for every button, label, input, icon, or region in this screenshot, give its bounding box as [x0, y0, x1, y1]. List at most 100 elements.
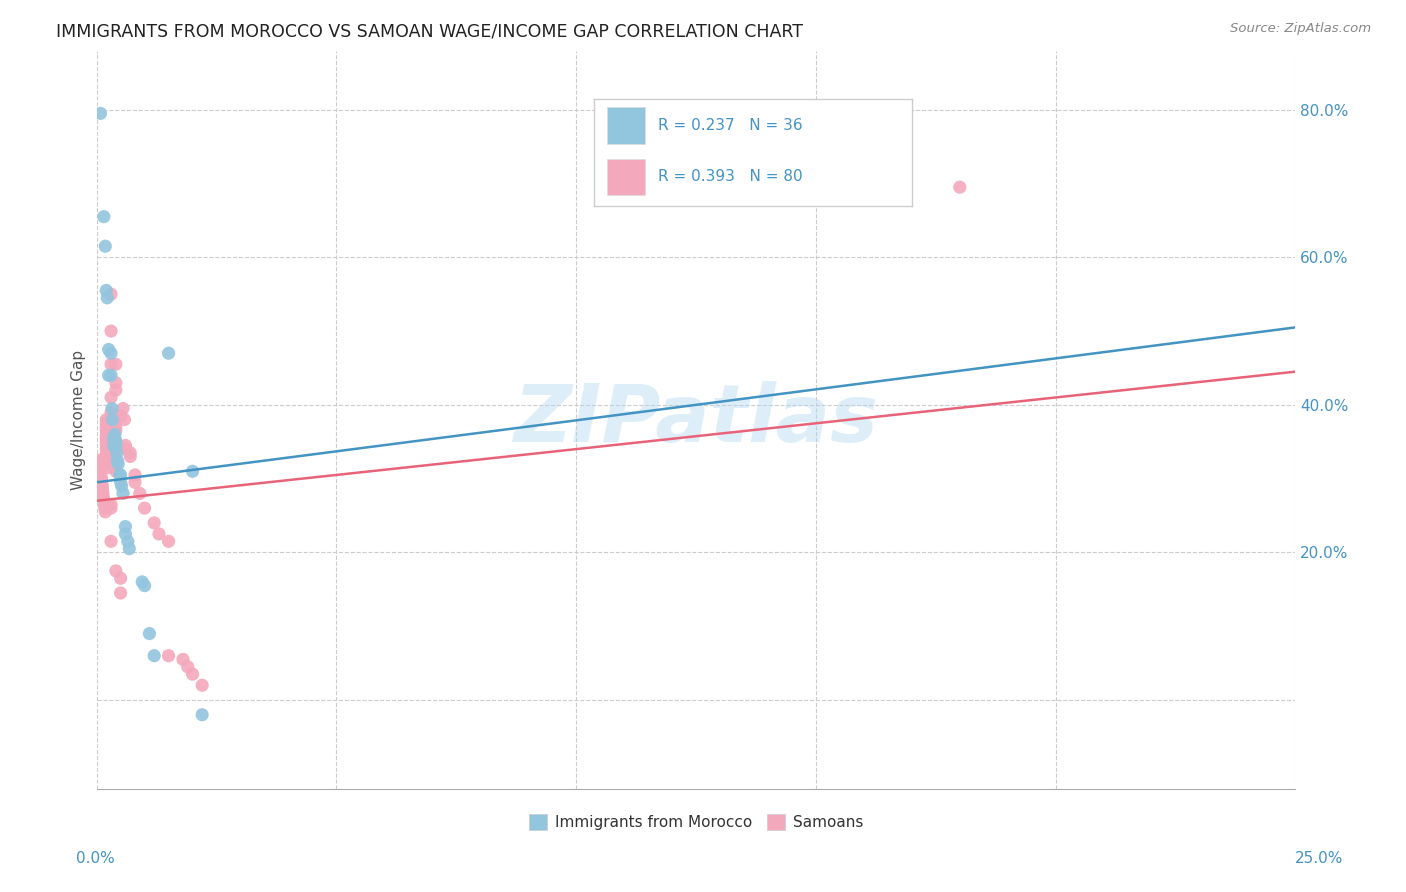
Point	[100, 446, 122, 460]
Point	[91, 483, 114, 497]
Point	[104, 438, 127, 452]
Y-axis label: Wage/Income Gap: Wage/Income Gap	[72, 350, 86, 490]
Point	[124, 467, 146, 482]
Point	[90, 475, 112, 490]
Point	[112, 401, 135, 416]
Point	[110, 475, 132, 490]
Point	[100, 431, 122, 445]
Point	[96, 427, 118, 442]
Point	[96, 420, 118, 434]
Point	[107, 457, 129, 471]
Point	[97, 460, 120, 475]
Point	[89, 460, 111, 475]
Point	[94, 505, 117, 519]
Point	[100, 391, 122, 405]
Point	[114, 527, 136, 541]
Point	[90, 472, 112, 486]
Point	[110, 586, 132, 600]
Point	[110, 571, 132, 585]
Point	[104, 438, 127, 452]
Point	[114, 442, 136, 456]
Point	[117, 534, 139, 549]
Text: IMMIGRANTS FROM MOROCCO VS SAMOAN WAGE/INCOME GAP CORRELATION CHART: IMMIGRANTS FROM MOROCCO VS SAMOAN WAGE/I…	[56, 22, 803, 40]
Point	[104, 464, 127, 478]
Point	[120, 450, 142, 464]
Point	[177, 660, 200, 674]
Point	[110, 467, 132, 482]
Point	[949, 180, 972, 194]
Point	[96, 412, 118, 426]
Point	[96, 450, 118, 464]
Point	[96, 424, 118, 438]
Point	[100, 434, 122, 449]
Point	[181, 667, 204, 681]
Point	[108, 467, 131, 482]
Point	[100, 498, 122, 512]
Point	[90, 467, 112, 482]
Point	[110, 409, 132, 423]
Point	[104, 434, 127, 449]
Point	[143, 516, 166, 530]
Point	[97, 457, 120, 471]
Point	[172, 652, 194, 666]
Point	[89, 457, 111, 471]
Point	[96, 431, 118, 445]
Point	[104, 376, 127, 390]
Point	[104, 357, 127, 371]
Point	[157, 648, 180, 663]
Point	[100, 357, 122, 371]
Point	[93, 210, 115, 224]
Legend: Immigrants from Morocco, Samoans: Immigrants from Morocco, Samoans	[523, 808, 869, 836]
Point	[100, 346, 122, 360]
Point	[96, 453, 118, 467]
Point	[101, 401, 124, 416]
Point	[100, 534, 122, 549]
Point	[94, 239, 117, 253]
Point	[181, 464, 204, 478]
Point	[89, 464, 111, 478]
Point	[100, 450, 122, 464]
Point	[134, 501, 156, 516]
Point	[100, 368, 122, 383]
Point	[104, 383, 127, 397]
Point	[104, 424, 127, 438]
Point	[96, 417, 118, 431]
Point	[124, 475, 146, 490]
Point	[110, 479, 132, 493]
Point	[100, 405, 122, 419]
Point	[100, 427, 122, 442]
Point	[114, 412, 136, 426]
Text: Source: ZipAtlas.com: Source: ZipAtlas.com	[1230, 22, 1371, 36]
Point	[91, 479, 114, 493]
Point	[97, 368, 120, 383]
Point	[101, 412, 124, 426]
Point	[100, 287, 122, 301]
Text: 25.0%: 25.0%	[1295, 852, 1343, 866]
Point	[148, 527, 170, 541]
Point	[96, 442, 118, 456]
Text: 0.0%: 0.0%	[76, 852, 115, 866]
Point	[104, 431, 127, 445]
Point	[118, 541, 141, 556]
Point	[191, 707, 214, 722]
Point	[143, 648, 166, 663]
Point	[96, 438, 118, 452]
Point	[105, 446, 128, 460]
Point	[89, 106, 111, 120]
Point	[120, 446, 142, 460]
Point	[96, 434, 118, 449]
Point	[157, 346, 180, 360]
Point	[103, 431, 125, 445]
Point	[134, 579, 156, 593]
Point	[91, 486, 114, 500]
Point	[128, 486, 150, 500]
Point	[157, 534, 180, 549]
Point	[104, 412, 127, 426]
Point	[114, 438, 136, 452]
Point	[93, 498, 115, 512]
Point	[94, 501, 117, 516]
Point	[100, 324, 122, 338]
Point	[104, 434, 127, 449]
Point	[100, 501, 122, 516]
Point	[100, 438, 122, 452]
